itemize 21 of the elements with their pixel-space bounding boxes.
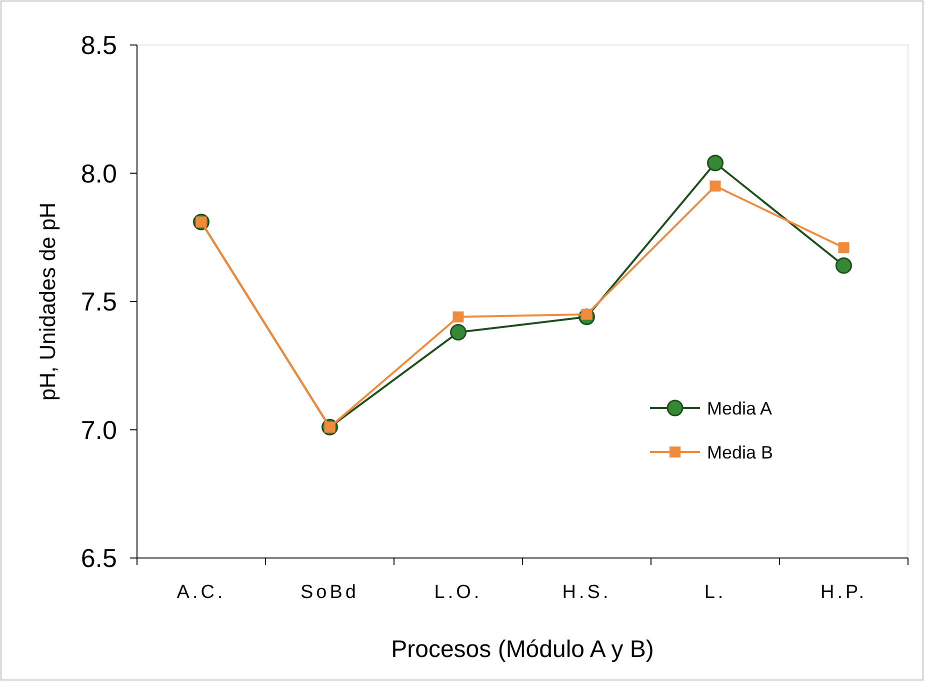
x-tick-label: L. (704, 582, 726, 603)
point (710, 180, 721, 192)
y-tick-label: 8.0 (80, 158, 117, 188)
x-tick-label: H.P. (820, 582, 868, 603)
y-tick-label: 8.5 (80, 30, 117, 60)
point (836, 257, 852, 274)
y-tick-label: 6.5 (80, 543, 117, 574)
point (452, 311, 464, 322)
legend-label: Media A (707, 398, 772, 418)
point (450, 324, 466, 341)
x-tick-label: A.C. (176, 582, 226, 603)
x-tick-label: H.S. (562, 582, 612, 603)
y-axis-title: pH, Unidades de pH (35, 202, 60, 401)
legend-label: Media B (707, 442, 774, 462)
x-tick-label: SoBd (300, 582, 359, 603)
x-tick-label: L.O. (434, 582, 482, 603)
y-tick-label: 7.0 (80, 414, 117, 445)
y-tick-label: 7.5 (80, 286, 117, 317)
point (707, 154, 724, 172)
x-axis-title: Procesos (Módulo A y B) (391, 636, 654, 663)
point (838, 242, 850, 254)
